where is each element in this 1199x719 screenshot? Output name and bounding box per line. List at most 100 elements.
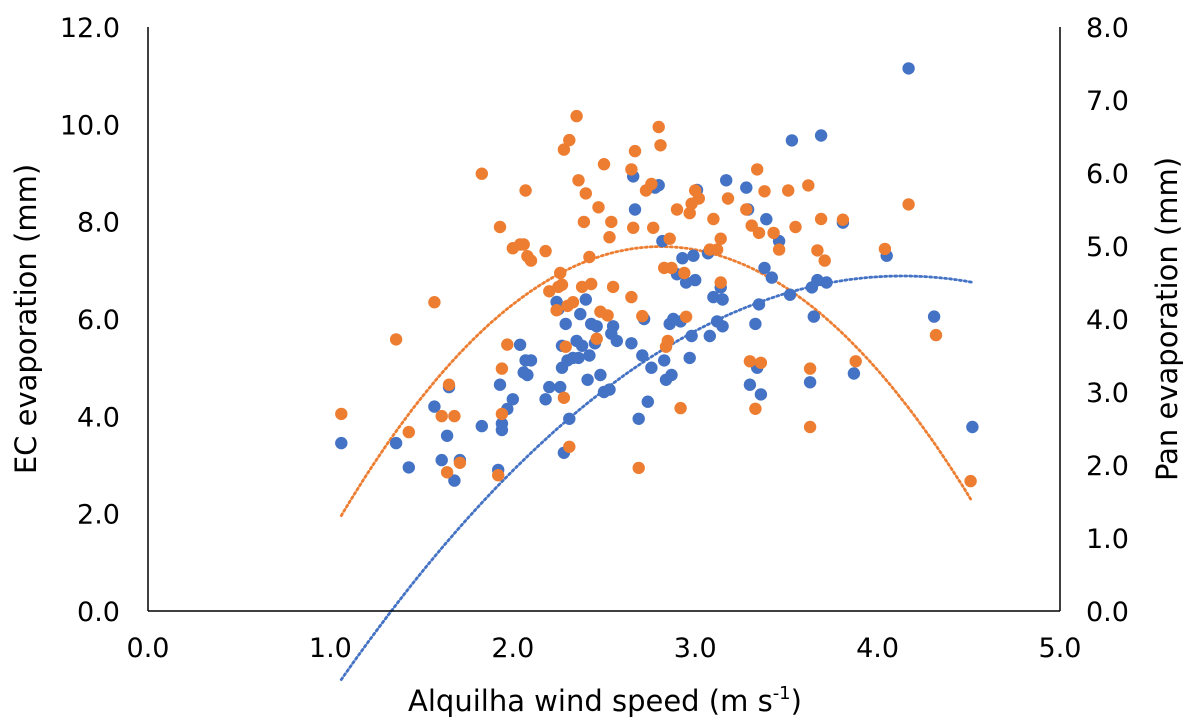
pan-evaporation-point bbox=[442, 378, 456, 391]
tick-label-layer: 0.0 1.0 2.0 3.0 4.0 5.00.02.04.06.08.010.012.… bbox=[60, 13, 1129, 664]
ec-evaporation-point bbox=[563, 412, 576, 425]
pan-evaporation-point bbox=[758, 185, 771, 198]
ec-evaporation-point bbox=[785, 134, 799, 147]
pan-evaporation-point bbox=[632, 461, 645, 475]
pan-evaporation-point bbox=[603, 231, 616, 244]
pan-evaporation-point bbox=[579, 187, 592, 200]
pan-evaporation-point bbox=[707, 212, 720, 226]
y2-tick-label: 5.0 bbox=[1086, 232, 1129, 263]
ec-evaporation-point bbox=[685, 329, 698, 343]
ec-evaporation-point bbox=[506, 393, 519, 406]
y2-axis-title: Pan evaporation (mm) bbox=[1150, 157, 1184, 481]
ec-evaporation-point bbox=[539, 393, 552, 406]
pan-evaporation-point bbox=[435, 409, 448, 423]
y2-tick-label: 2.0 bbox=[1086, 451, 1129, 482]
pan-evaporation-point bbox=[448, 409, 461, 423]
pan-evaporation-point bbox=[678, 266, 691, 280]
pan-evaporation-point bbox=[592, 201, 605, 214]
y-tick-label: 6.0 bbox=[77, 305, 120, 336]
pan-evaporation-point bbox=[674, 401, 687, 415]
pan-evaporation-point bbox=[721, 192, 735, 205]
y-tick-label: 0.0 bbox=[77, 597, 120, 628]
ec-evaporation-point bbox=[807, 310, 820, 323]
ec-evaporation-point bbox=[606, 320, 620, 333]
ec-evaporation-point bbox=[820, 276, 833, 289]
ec-evaporation-point bbox=[559, 317, 572, 331]
y2-tick-label: 3.0 bbox=[1086, 378, 1129, 409]
ec-evaporation-point bbox=[783, 288, 797, 301]
ec-evaporation-point bbox=[625, 337, 638, 350]
ec-evaporation-point bbox=[475, 419, 488, 433]
pan-evaporation-point bbox=[566, 296, 580, 309]
pan-evaporation-point bbox=[495, 362, 509, 375]
pan-evaporation-point bbox=[519, 184, 532, 197]
x-tick-label: 4.0 bbox=[856, 633, 899, 664]
x-axis-title-sup: -1 bbox=[773, 683, 791, 704]
y2-tick-label: 0.0 bbox=[1086, 597, 1129, 628]
ec-evaporation-point bbox=[743, 378, 757, 391]
pan-evaporation-point bbox=[605, 215, 618, 229]
pan-evaporation-point bbox=[803, 362, 817, 375]
pan-evaporation-point bbox=[654, 139, 667, 152]
y2-tick-label: 1.0 bbox=[1086, 524, 1129, 555]
pan-evaporation-point bbox=[572, 174, 585, 187]
y2-tick-label: 4.0 bbox=[1086, 305, 1129, 336]
ec-evaporation-point bbox=[575, 339, 589, 352]
pan-evaporation-point bbox=[554, 266, 567, 280]
pan-evaporation-point bbox=[557, 391, 571, 404]
ec-evaporation-point bbox=[645, 361, 658, 374]
ec-evaporation-point bbox=[524, 354, 538, 367]
ec-evaporation-point bbox=[636, 349, 649, 362]
pan-evaporation-point bbox=[740, 203, 753, 216]
ec-evaporation-point bbox=[493, 378, 507, 391]
ec-evaporation-point bbox=[610, 334, 623, 348]
ec-evaporation-point bbox=[966, 420, 979, 434]
pan-evaporation-point bbox=[570, 109, 583, 123]
pan-evaporation-point bbox=[539, 244, 552, 258]
pan-evaporation-point bbox=[679, 310, 693, 323]
pan-evaporation-point bbox=[517, 238, 530, 251]
ec-evaporation-point bbox=[927, 310, 941, 323]
x-tick-label: 2.0 bbox=[491, 633, 534, 664]
pan-evaporation-point bbox=[663, 232, 676, 245]
ec-evaporation-point bbox=[687, 249, 700, 262]
pan-evaporation-point bbox=[563, 440, 576, 453]
pan-evaporation-point bbox=[601, 309, 614, 322]
pan-evaporation-point bbox=[625, 163, 638, 176]
pan-evaporation-point bbox=[440, 466, 454, 479]
pan-evaporation-point bbox=[625, 290, 638, 304]
pan-evaporation-point bbox=[335, 407, 348, 421]
pan-evaporation-point bbox=[577, 215, 591, 229]
ec-evaporation-point bbox=[440, 429, 454, 442]
y2-tick-label: 6.0 bbox=[1086, 159, 1129, 190]
ec-evaporation-point bbox=[603, 383, 616, 396]
pan-evaporation-point bbox=[501, 338, 514, 351]
ec-evaporation-point bbox=[590, 320, 603, 333]
pan-evaporation-point bbox=[402, 425, 415, 439]
ec-evaporation-point bbox=[632, 412, 645, 425]
pan-evaporation-point bbox=[902, 198, 915, 211]
ec-evaporation-point bbox=[521, 368, 534, 382]
pan-evaporation-point bbox=[782, 184, 795, 197]
ec-evaporation-point bbox=[758, 261, 771, 275]
ec-evaporation-point bbox=[803, 376, 817, 389]
ec-evaporation-point bbox=[740, 181, 753, 194]
y-tick-label: 2.0 bbox=[77, 500, 120, 531]
ec-evaporation-point bbox=[641, 395, 654, 408]
ec-evaporation-point bbox=[428, 400, 441, 413]
ec-evaporation-point bbox=[765, 271, 778, 284]
pan-evaporation-point bbox=[964, 474, 977, 488]
pan-evaporation-point bbox=[550, 304, 563, 317]
pan-evaporation-point bbox=[670, 203, 684, 216]
pan-evaporation-point bbox=[647, 221, 660, 234]
pan-evaporation-point bbox=[710, 243, 724, 256]
x-tick-label: 5.0 bbox=[1039, 633, 1082, 664]
x-axis-title-main: Alquilha wind speed (m s bbox=[408, 684, 773, 718]
ec-evaporation-point bbox=[749, 317, 762, 331]
pan-evaporation-point bbox=[628, 144, 642, 158]
trendline-layer bbox=[339, 245, 974, 681]
ec-evaporation-point bbox=[814, 129, 828, 142]
y-tick-label: 10.0 bbox=[60, 110, 120, 141]
pan-evaporation-point bbox=[754, 356, 768, 369]
